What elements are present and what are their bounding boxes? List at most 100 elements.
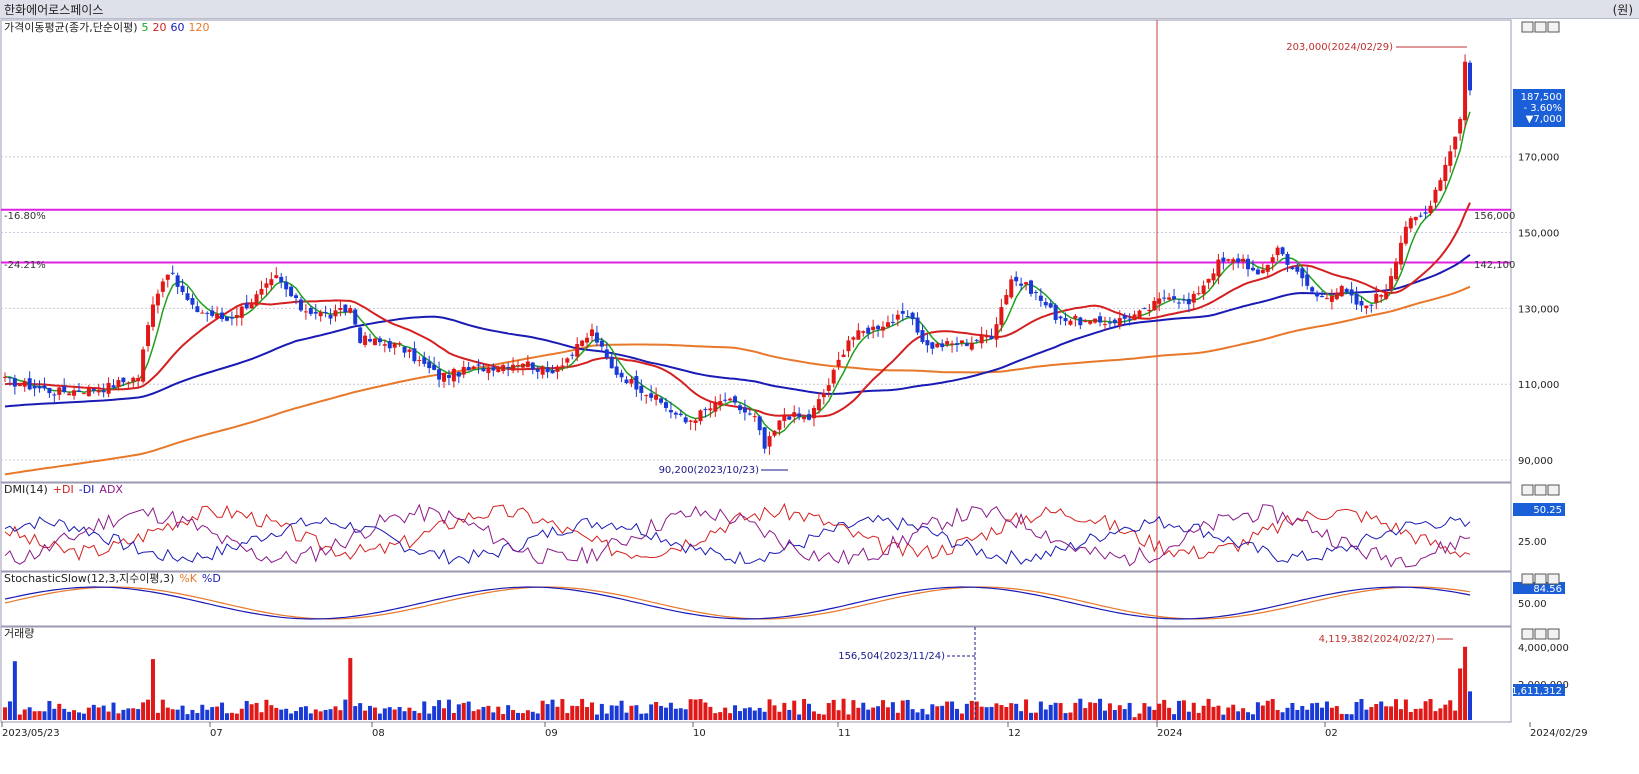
dmi-lines	[4, 502, 1471, 568]
candle-body	[515, 365, 520, 367]
volume-bar	[1028, 712, 1033, 720]
volume-bar	[1295, 709, 1300, 720]
ma-path	[4, 285, 1471, 476]
candle-body	[466, 367, 471, 371]
candle-body	[1359, 300, 1364, 306]
candle-body	[372, 338, 377, 346]
support-lines	[1, 208, 1511, 264]
volume-bar	[619, 700, 624, 720]
last-price: 187,500	[1521, 92, 1562, 103]
volume-bar	[1048, 704, 1053, 720]
volume-bar	[175, 709, 180, 720]
volume-bar	[1468, 691, 1472, 720]
candle-body	[1102, 324, 1107, 326]
volume-bar	[476, 709, 481, 720]
volume-bar	[1098, 698, 1103, 720]
candle-body	[101, 390, 106, 393]
candle-body	[1088, 320, 1093, 324]
candle-body	[1260, 269, 1265, 274]
candle-body	[1236, 258, 1241, 263]
line1-value: 156,000	[1474, 211, 1515, 222]
candle-body	[121, 377, 126, 383]
volume-bar	[1364, 709, 1369, 720]
volume-bar	[358, 703, 363, 720]
candle-body	[1315, 292, 1320, 297]
volume-bar	[881, 700, 886, 720]
volume-bar	[1137, 713, 1142, 720]
candle-body	[511, 364, 516, 371]
last-change-pct: - 3.60%	[1523, 103, 1562, 114]
y-tick-label: 110,000	[1518, 380, 1559, 391]
volume-bar	[639, 713, 644, 720]
minimize-icon	[1521, 21, 1534, 33]
volume-bar	[446, 699, 451, 720]
volume-bar	[1236, 711, 1241, 720]
candle-body	[377, 338, 382, 343]
candles	[3, 54, 1472, 455]
volume-bar	[733, 705, 738, 720]
volume-bar	[520, 713, 525, 720]
volume-bar	[540, 700, 545, 720]
candle-body	[1408, 218, 1413, 229]
candle-body	[678, 413, 683, 416]
stock-chart[interactable]: 170,000 150,000 130,000 110,000 90,000 가격이동평…	[0, 19, 1639, 774]
volume-bar	[96, 707, 101, 720]
stoch-panel-label: StochasticSlow(12,3,지수이평,3) %K %D	[4, 572, 221, 585]
volume-bar	[1024, 699, 1029, 720]
volume-bar	[560, 699, 565, 720]
candle-body	[1186, 298, 1191, 305]
volume-bar	[930, 704, 935, 720]
volume-bar	[678, 708, 683, 720]
volume-bar	[1221, 714, 1226, 720]
candle-body	[1468, 62, 1472, 91]
volume-bar	[1379, 701, 1384, 720]
candle-body	[708, 408, 713, 411]
candle-body	[1073, 315, 1078, 319]
candle-body	[412, 348, 417, 362]
candle-body	[1226, 259, 1231, 261]
candle-body	[323, 312, 328, 314]
candle-body	[427, 361, 432, 369]
volume-bar	[1408, 711, 1413, 720]
candle-body	[619, 372, 624, 378]
volume-bar	[377, 713, 382, 720]
volume-bar	[816, 713, 821, 720]
volume-bar	[545, 704, 550, 720]
low-annotation: 90,200(2023/10/23)	[659, 465, 760, 476]
volume-bar	[659, 705, 664, 720]
candle-body	[289, 286, 294, 297]
x-tick-label: 2024	[1157, 728, 1182, 739]
candle-body	[881, 326, 886, 331]
volume-bar	[224, 713, 229, 720]
candle-body	[856, 330, 861, 340]
candle-body	[560, 365, 565, 367]
candle-body	[1216, 259, 1221, 277]
candle-body	[540, 366, 545, 375]
volume-bar	[1443, 704, 1448, 720]
panel-controls[interactable]	[1521, 21, 1560, 640]
candle-body	[328, 314, 333, 319]
x-tick-label: 07	[210, 728, 223, 739]
volume-bar	[915, 712, 920, 720]
line2-value: 142,100	[1474, 260, 1515, 271]
maximize-icon	[1534, 573, 1547, 585]
volume-bar	[673, 708, 678, 720]
volume-bar	[471, 711, 476, 720]
candle-body	[1310, 287, 1315, 292]
vol-high-annotation: 4,119,382(2024/02/27)	[1319, 634, 1435, 645]
candle-body	[1157, 298, 1162, 304]
volume-bar	[777, 711, 782, 720]
volume-bar	[1043, 709, 1048, 720]
volume-bar	[318, 711, 323, 720]
volume-bar	[328, 709, 333, 720]
candle-body	[1270, 257, 1275, 263]
candle-body	[945, 341, 950, 345]
candle-body	[1112, 319, 1117, 324]
candle-body	[136, 377, 141, 382]
candle-body	[3, 376, 7, 378]
candle-body	[762, 427, 767, 449]
volume-bar	[1107, 703, 1112, 720]
candle-body	[890, 321, 895, 323]
candle-body	[496, 367, 501, 373]
volume-bar	[1285, 707, 1290, 720]
